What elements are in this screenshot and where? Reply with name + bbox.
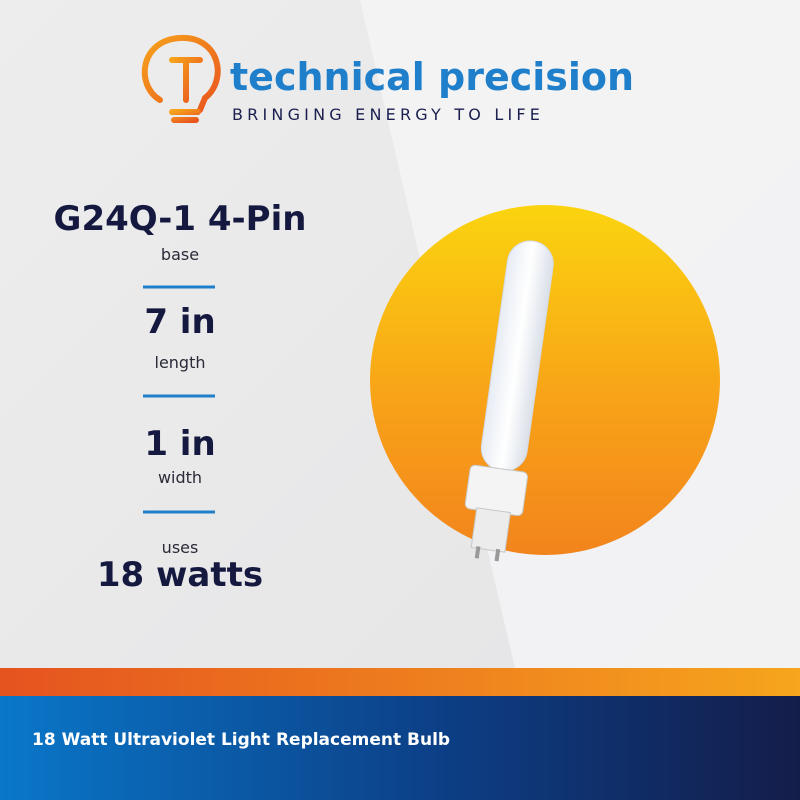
spec-label: width xyxy=(158,468,202,487)
footer-text: 18 Watt Ultraviolet Light Replacement Bu… xyxy=(32,730,450,750)
spec-value: 1 in xyxy=(144,424,215,464)
spec-label: length xyxy=(155,353,206,372)
dividers xyxy=(143,285,215,514)
brand: technical precision xyxy=(230,55,634,99)
power-value: 18 watts xyxy=(97,555,263,595)
spec-label: base xyxy=(161,245,199,264)
product-circle xyxy=(370,205,720,555)
spec-labels: base length width uses xyxy=(155,245,206,557)
power-label: uses xyxy=(162,538,199,557)
bulb-image xyxy=(464,240,554,562)
logo-icon xyxy=(141,34,221,123)
spec-value: G24Q-1 4-Pin xyxy=(54,199,307,239)
footer-band xyxy=(0,696,800,800)
spec-value: 7 in xyxy=(144,302,215,342)
accent-stripe xyxy=(0,668,800,696)
tagline: BRINGING ENERGY TO LIFE xyxy=(232,105,544,124)
specs: G24Q-1 4-Pin 7 in 1 in 18 watts xyxy=(54,199,307,595)
